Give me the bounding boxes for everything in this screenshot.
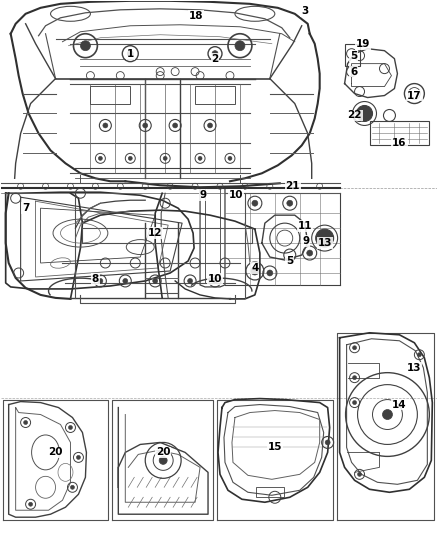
Circle shape [68,425,72,430]
Text: 9: 9 [199,190,207,200]
Circle shape [212,51,218,56]
Text: 13: 13 [318,238,332,248]
Circle shape [235,41,245,51]
Circle shape [198,156,202,160]
Circle shape [417,353,421,357]
Circle shape [353,376,357,379]
Text: 10: 10 [229,190,243,200]
Circle shape [28,502,32,506]
Circle shape [103,123,108,128]
Circle shape [357,106,372,122]
Text: 19: 19 [355,39,370,49]
Text: 14: 14 [392,400,407,409]
Text: 16: 16 [392,139,406,148]
Circle shape [173,123,178,128]
Circle shape [208,123,212,128]
Text: 12: 12 [148,228,162,238]
Circle shape [357,472,361,477]
Text: 7: 7 [22,203,29,213]
Circle shape [252,200,258,206]
Circle shape [163,156,167,160]
Circle shape [287,200,293,206]
Text: 20: 20 [156,447,170,457]
Circle shape [77,455,81,459]
Text: 20: 20 [48,447,63,457]
Circle shape [382,409,392,419]
Circle shape [251,267,259,275]
Text: 10: 10 [208,274,222,284]
Circle shape [187,278,193,284]
Circle shape [159,456,167,464]
Circle shape [307,250,313,256]
Circle shape [267,270,273,276]
Text: 21: 21 [286,181,300,191]
Text: 13: 13 [407,362,422,373]
Text: 4: 4 [251,263,258,273]
Circle shape [81,41,90,51]
Text: 17: 17 [407,91,422,101]
Circle shape [325,440,330,445]
Circle shape [123,278,128,284]
Text: 6: 6 [350,67,357,77]
Text: 9: 9 [302,236,309,246]
Text: 18: 18 [189,11,203,21]
Text: 5: 5 [286,256,293,266]
Text: 5: 5 [350,51,357,61]
Circle shape [153,278,158,284]
Circle shape [128,156,132,160]
Circle shape [24,421,28,424]
Text: 3: 3 [301,6,308,16]
Circle shape [143,123,148,128]
Text: 11: 11 [297,221,312,231]
Circle shape [353,346,357,350]
Circle shape [99,156,102,160]
Text: 15: 15 [268,442,282,453]
Circle shape [316,229,334,247]
Circle shape [71,486,74,489]
Text: 2: 2 [212,54,219,63]
Circle shape [353,401,357,405]
Text: 22: 22 [347,110,362,120]
Circle shape [98,278,103,284]
Text: 8: 8 [92,274,99,284]
Circle shape [228,156,232,160]
Circle shape [127,51,133,56]
Circle shape [212,278,218,284]
Text: 1: 1 [127,49,134,59]
